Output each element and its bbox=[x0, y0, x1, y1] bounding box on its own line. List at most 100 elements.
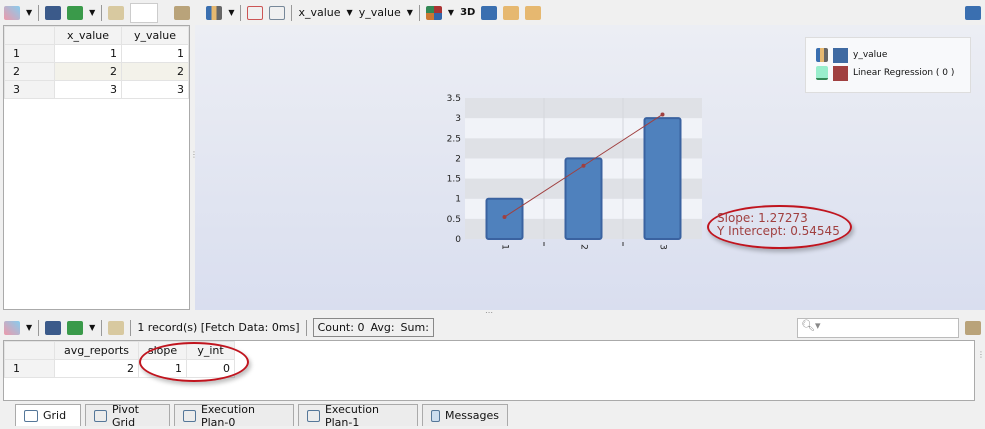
column-header[interactable]: x_value bbox=[54, 26, 122, 45]
tab-pivot-grid[interactable]: Pivot Grid bbox=[85, 402, 170, 429]
export-icon[interactable] bbox=[45, 320, 62, 335]
grid-band bbox=[465, 138, 702, 159]
grid-band bbox=[465, 118, 702, 139]
cell[interactable]: 3 bbox=[54, 80, 122, 99]
tab-label: Execution Plan-1 bbox=[324, 402, 379, 429]
edit-chart-icon[interactable] bbox=[269, 5, 286, 20]
legend-swatch bbox=[833, 65, 848, 81]
divider bbox=[305, 319, 307, 336]
intercept-label: Y Intercept: 0.54545 bbox=[717, 224, 840, 238]
chevron-down-icon[interactable]: ▼ bbox=[406, 8, 413, 17]
horizontal-splitter[interactable]: ⋯ bbox=[485, 308, 493, 317]
plan-icon bbox=[307, 409, 320, 422]
cell[interactable]: 2 bbox=[54, 359, 139, 378]
pivot-icon[interactable] bbox=[247, 5, 264, 20]
bar-series-icon bbox=[816, 48, 828, 62]
divider bbox=[101, 319, 103, 336]
cell[interactable]: 3 bbox=[121, 80, 189, 99]
cell[interactable]: 2 bbox=[121, 62, 189, 81]
y-tick-label: 2.5 bbox=[447, 134, 461, 144]
column-header[interactable]: y_value bbox=[121, 26, 189, 45]
regression-annotation: Slope: 1.27273 Y Intercept: 0.54545 bbox=[707, 205, 852, 249]
tab-execution-plan-0[interactable]: Execution Plan-0 bbox=[174, 402, 294, 429]
x-field-select[interactable]: x_value bbox=[298, 6, 341, 19]
chevron-down-icon[interactable]: ▼ bbox=[26, 8, 33, 17]
x-tick-label: 1 bbox=[500, 244, 510, 250]
divider bbox=[418, 4, 420, 21]
label-icon[interactable] bbox=[503, 5, 520, 20]
tab-label: Pivot Grid bbox=[111, 402, 139, 429]
y-field-select[interactable]: y_value bbox=[358, 6, 401, 19]
divider bbox=[130, 319, 132, 336]
search-input[interactable]: 🔍︎▾ bbox=[797, 317, 959, 338]
tab-label: Grid bbox=[43, 409, 67, 422]
y-tick-label: 1 bbox=[455, 195, 461, 205]
plan-icon bbox=[183, 409, 196, 422]
settings-wrench-icon[interactable] bbox=[174, 5, 191, 20]
excel-icon[interactable] bbox=[67, 5, 84, 20]
chevron-down-icon[interactable]: ▼ bbox=[26, 323, 33, 332]
tab-label: Messages bbox=[445, 409, 499, 422]
legend-item[interactable]: y_value bbox=[816, 46, 960, 64]
y-tick-label: 0.5 bbox=[447, 215, 461, 225]
y-tick-label: 3 bbox=[455, 114, 461, 124]
bar-chart-icon[interactable] bbox=[206, 5, 223, 20]
3d-toggle[interactable]: 3D bbox=[460, 7, 476, 18]
chart-type-icon[interactable] bbox=[4, 320, 20, 335]
chevron-down-icon[interactable]: ▼ bbox=[89, 8, 96, 17]
layout-icon[interactable] bbox=[965, 5, 981, 20]
chart: 0 0.5 1 1.5 2 2.5 3 3.5 1 2 3 bbox=[447, 94, 702, 250]
divider bbox=[240, 4, 242, 21]
area-series-icon bbox=[816, 66, 828, 80]
messages-icon bbox=[431, 409, 441, 422]
grid-band bbox=[465, 98, 702, 119]
chevron-down-icon[interactable]: ▼ bbox=[346, 8, 353, 17]
avg-label: Avg: bbox=[370, 321, 395, 334]
slope-label: Slope: 1.27273 bbox=[717, 211, 808, 225]
scroll-handle[interactable]: ⋮ bbox=[977, 350, 985, 359]
palette-icon[interactable] bbox=[425, 5, 442, 20]
value-icon[interactable] bbox=[525, 5, 542, 20]
vertical-splitter[interactable]: ⋮ bbox=[190, 150, 198, 159]
sum-label: Sum: bbox=[400, 321, 429, 334]
legend: y_value Linear Regression ( 0 ) bbox=[805, 37, 971, 93]
script-icon[interactable] bbox=[108, 5, 125, 20]
regression-point bbox=[660, 112, 665, 117]
cell[interactable]: 2 bbox=[54, 62, 122, 81]
cell[interactable]: 1 bbox=[54, 44, 122, 63]
chart-panel: 0 0.5 1 1.5 2 2.5 3 3.5 1 2 3 y_value Linear Regre… bbox=[195, 25, 985, 310]
status-text: 1 record(s) [Fetch Data: 0ms] bbox=[137, 321, 300, 334]
export-icon[interactable] bbox=[45, 5, 62, 20]
tab-grid[interactable]: Grid bbox=[15, 404, 81, 426]
corner-cell bbox=[4, 341, 55, 360]
chevron-down-icon[interactable]: ▼ bbox=[89, 323, 96, 332]
script-icon[interactable] bbox=[108, 320, 125, 335]
toolbar-input[interactable] bbox=[130, 2, 159, 23]
resize-icon[interactable] bbox=[481, 5, 498, 20]
legend-item[interactable]: Linear Regression ( 0 ) bbox=[816, 64, 960, 82]
excel-icon[interactable] bbox=[67, 320, 84, 335]
cell[interactable]: 1 bbox=[121, 44, 189, 63]
row-number: 1 bbox=[4, 44, 55, 63]
chevron-down-icon[interactable]: ▼ bbox=[447, 8, 455, 17]
column-header[interactable]: avg_reports bbox=[54, 341, 139, 360]
row-number: 2 bbox=[4, 62, 55, 81]
chevron-down-icon[interactable]: ▼ bbox=[228, 8, 235, 17]
tab-label: Execution Plan-0 bbox=[200, 402, 255, 429]
legend-label: Linear Regression ( 0 ) bbox=[853, 68, 955, 78]
tab-execution-plan-1[interactable]: Execution Plan-1 bbox=[298, 402, 418, 429]
chart-type-icon[interactable] bbox=[4, 5, 20, 20]
regression-point bbox=[502, 215, 507, 220]
divider bbox=[291, 4, 293, 21]
legend-label: y_value bbox=[853, 50, 888, 60]
settings-wrench-icon[interactable] bbox=[965, 320, 981, 335]
y-tick-label: 2 bbox=[455, 154, 461, 164]
tab-messages[interactable]: Messages bbox=[422, 404, 508, 426]
divider bbox=[38, 4, 40, 21]
row-number: 1 bbox=[4, 359, 55, 378]
pivot-icon bbox=[94, 409, 107, 422]
